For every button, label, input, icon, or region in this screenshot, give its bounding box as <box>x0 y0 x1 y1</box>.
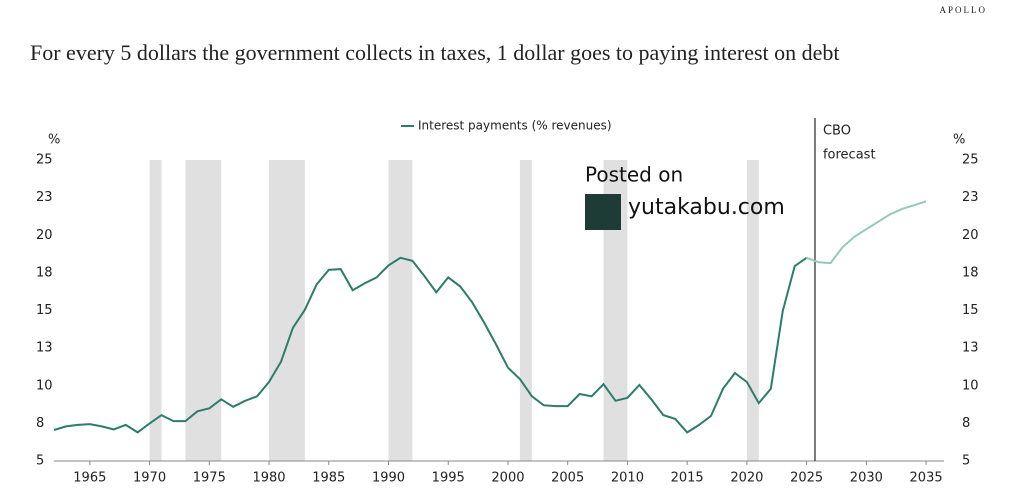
x-tick-label: 2010 <box>611 471 644 486</box>
y-tick-label-right: 15 <box>962 303 979 318</box>
watermark-line: Posted on <box>585 163 683 187</box>
x-tick-label: 1995 <box>432 471 465 486</box>
shaded-range <box>149 160 162 461</box>
y-tick-label-right: 13 <box>962 341 979 356</box>
chart-title: For every 5 dollars the government colle… <box>30 40 840 65</box>
y-tick-label-right: 8 <box>962 416 970 431</box>
shaded-range <box>746 160 759 461</box>
shaded-range <box>269 160 305 461</box>
y-tick-label: 5 <box>36 454 44 469</box>
data-line <box>53 256 808 434</box>
y-tick-label: 23 <box>36 190 53 205</box>
watermark-site: yutakabu.com <box>628 195 785 220</box>
x-tick-label: 2015 <box>671 471 704 486</box>
y-tick-label-right: 25 <box>962 153 979 168</box>
y-tick-label: 15 <box>36 303 53 318</box>
x-tick-label: 2005 <box>551 471 584 486</box>
watermark-logo <box>585 194 621 230</box>
x-tick-label: 2035 <box>910 471 943 486</box>
data-line <box>806 200 927 265</box>
x-tick-label: 1975 <box>193 471 226 486</box>
x-tick-label: 1965 <box>73 471 106 486</box>
y-tick-label-right: 5 <box>962 454 970 469</box>
y-tick-label-right: 23 <box>962 190 979 205</box>
brand: APOLLO <box>940 5 988 15</box>
x-tick-label: 1970 <box>133 471 166 486</box>
legend-label: Interest payments (% revenues) <box>418 119 612 133</box>
forecast-label: CBO <box>823 124 851 139</box>
y-tick-label: 18 <box>36 265 53 280</box>
x-tick-label: 1985 <box>312 471 345 486</box>
x-tick-label: 1980 <box>252 471 285 486</box>
shaded-range <box>603 160 628 461</box>
y-axis-label-right: % <box>953 133 965 148</box>
shaded-range <box>388 160 413 461</box>
y-axis-label: % <box>48 133 60 148</box>
y-tick-label: 10 <box>36 378 53 393</box>
x-tick-label: 1990 <box>372 471 405 486</box>
y-tick-label: 25 <box>36 153 53 168</box>
y-tick-label-right: 10 <box>962 378 979 393</box>
y-tick-label: 8 <box>36 416 44 431</box>
y-tick-label: 20 <box>36 228 53 243</box>
y-tick-label-right: 20 <box>962 228 979 243</box>
y-tick-label-right: 18 <box>962 265 979 280</box>
x-tick-label: 2020 <box>730 471 763 486</box>
shaded-range <box>519 160 532 461</box>
x-tick-label: 2030 <box>850 471 883 486</box>
forecast-label: forecast <box>823 148 876 163</box>
x-tick-label: 2025 <box>790 471 823 486</box>
y-tick-label: 13 <box>36 341 53 356</box>
x-tick-label: 2000 <box>491 471 524 486</box>
